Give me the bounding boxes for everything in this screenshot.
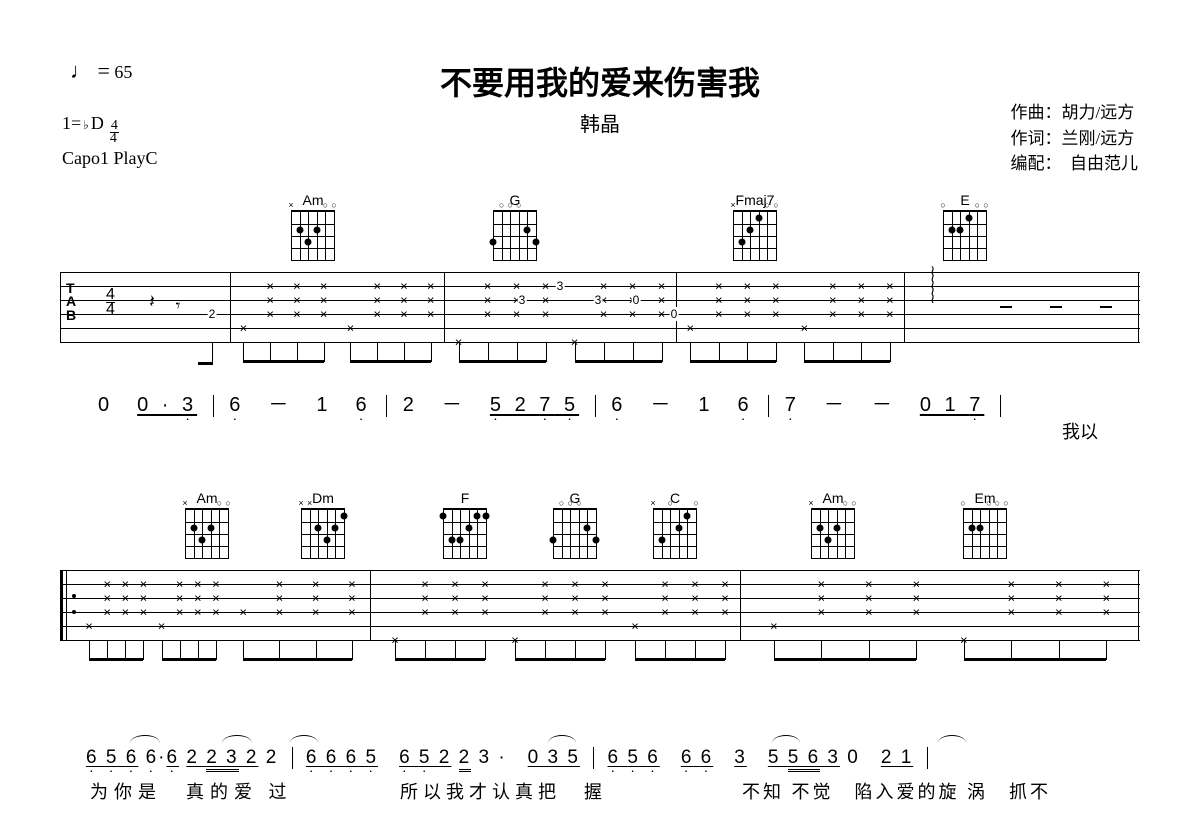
chord-grid: ○○○ [553,508,597,558]
chord-name-label: Dm [298,490,348,506]
tab-staff-1: TAB 4 4 𝄽 𝄾 2 ××××××××××××××××××××××××××… [60,272,1140,342]
chord-grid: ×× [301,508,345,558]
tie-mark [222,735,252,743]
composer: 胡力/远方 [1062,103,1135,122]
tempo-bpm: 65 [114,62,132,82]
tie-mark [130,735,160,743]
credits: 作曲：胡力/远方 作词：兰刚/远方 编配： 自由范儿 [1011,100,1139,177]
chord-diagram: Dm ×× [298,490,348,558]
chord-diagram: C×○○ [650,490,700,558]
chord-grid: ×○○ [653,508,697,558]
arranger-label: 编配： [1011,154,1054,173]
key-info: 1= ♭ D 4 4 Capo1 PlayC [62,110,158,172]
tie-mark [938,735,966,743]
composer-label: 作曲： [1011,103,1062,122]
tab-fret: 0 [632,293,641,307]
arranger: 自由范儿 [1070,154,1138,173]
chord-grid [443,508,487,558]
tab-staff-2: ××××××××××××××××××××××××××××××××××××××××… [60,570,1140,640]
tie-mark [772,735,800,743]
jianpu-line-1: 0 0 · 3 6 － 1 6 2 － 5 2 7 5 6 － 1 6 7 － … [98,388,1007,417]
title-block: 不要用我的爱来伤害我 韩晶 [50,58,1150,137]
chord-diagram: Am×○○ [182,490,232,558]
chord-diagram: G ○○○ [490,192,540,260]
tab-fret: 3 [556,279,565,293]
chord-grid: ○○○ [943,210,987,260]
lyrics-line-1: 我以 [1062,418,1098,444]
chord-diagram: F [440,490,490,558]
chord-grid: ×○○ [733,210,777,260]
song-title: 不要用我的爱来伤害我 [50,58,1150,104]
rest-icon: 𝄾 [176,296,181,317]
tie-mark [548,735,576,743]
lyrics-2a: 为你是 真的爱 过 [90,778,293,804]
tempo-marking: ♩ = 65 [70,58,132,84]
lyrics-2c: 不知 不觉 陷入爱的旋 涡 抓不 [742,778,1051,804]
tab-timesig: 4 4 [106,288,115,318]
tab-clef: TAB [66,282,75,322]
chord-grid: ×○○ [811,508,855,558]
jianpu-line-2: 6 5 6 6·6 2 2 3 2 2 6 6 6 5 6 5 2 2 3 · … [86,742,934,769]
tab-fret: 3 [518,293,527,307]
chord-name-label: G [490,192,540,208]
tempo-note-symbol: ♩ = [70,58,110,83]
chord-grid: ○○○○ [963,508,1007,558]
chord-diagram: Am×○○ [808,490,858,558]
chord-diagram: E○○○ [940,192,990,260]
key-flat: ♭ [83,116,89,134]
chord-diagram: Em○○○○ [960,490,1010,558]
tab-fret: 2 [208,307,217,321]
chord-diagram: Fmaj7×○○ [730,192,780,260]
lyrics-2b: 所以我才认真把 握 [400,778,607,804]
key-letter: D [91,110,104,137]
key-prefix: 1= [62,110,81,137]
chord-grid: ○○○ [493,210,537,260]
timesig-den: 4 [110,133,119,145]
tie-mark [290,735,318,743]
time-signature: 4 4 [110,120,119,145]
chord-grid: ×○○ [185,508,229,558]
chord-grid: ×○○ [291,210,335,260]
chord-diagram: G ○○○ [550,490,600,558]
lyricist: 兰刚/远方 [1062,129,1135,148]
chord-name-label: G [550,490,600,506]
capo-info: Capo1 PlayC [62,145,158,172]
lyricist-label: 作词： [1011,129,1062,148]
tab-fret: 0 [670,307,679,321]
chord-name-label: F [440,490,490,506]
rest-icon: 𝄽 [149,292,155,313]
chord-diagram: Am×○○ [288,192,338,260]
artist-name: 韩晶 [50,108,1150,137]
tab-fret: 3 [594,293,603,307]
arpeggio-mark: ≀≀≀≀≀ [930,268,940,303]
